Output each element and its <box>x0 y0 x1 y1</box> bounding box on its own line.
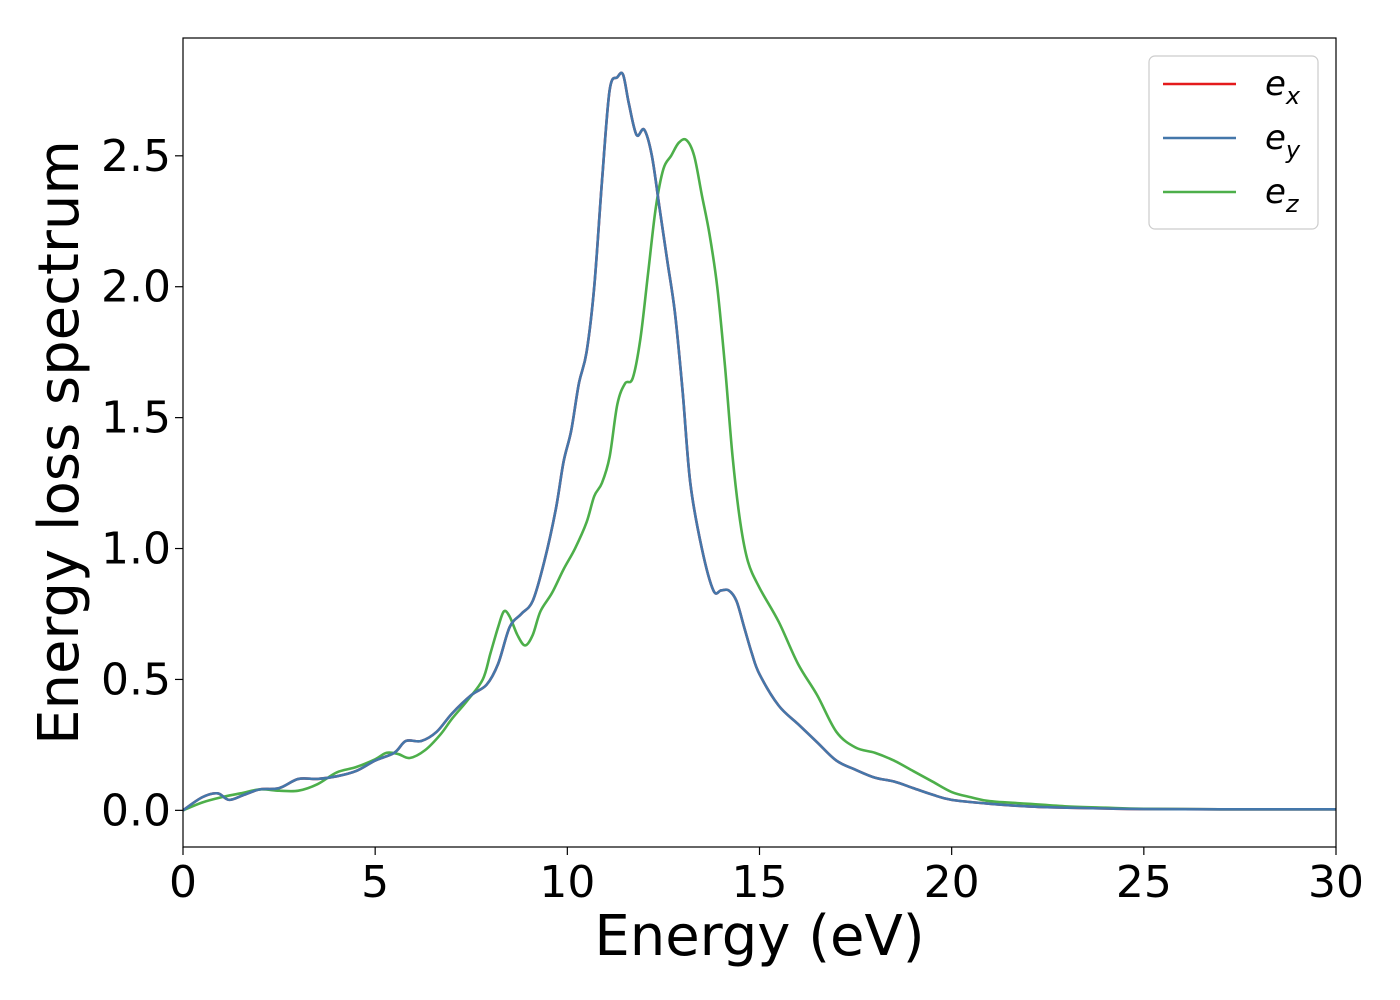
series-line-ez <box>183 137 1336 812</box>
y-tick-label: 1.0 <box>101 524 171 575</box>
x-tick-label: 10 <box>539 857 595 908</box>
y-tick-label: 2.0 <box>101 262 171 313</box>
legend: ex ey ez <box>1148 55 1319 230</box>
x-tick-label: 15 <box>732 857 788 908</box>
y-tick-label: 1.5 <box>101 393 171 444</box>
x-axis-label: Energy (eV) <box>594 904 924 969</box>
x-tick-label: 20 <box>924 857 980 908</box>
x-tick-label: 30 <box>1308 857 1364 908</box>
legend-label-ey: ey <box>1265 118 1301 164</box>
y-tick-label: 0.0 <box>101 785 171 836</box>
x-tick-label: 5 <box>361 857 389 908</box>
series-line-ey <box>183 71 1336 812</box>
y-tick-label: 2.5 <box>101 131 171 182</box>
legend-label-ex: ex <box>1265 64 1301 110</box>
plot-lines <box>183 71 1336 812</box>
y-tick-label: 0.5 <box>101 654 171 705</box>
y-axis-label: Energy loss spectrum <box>27 140 92 745</box>
x-tick-label: 0 <box>169 857 197 908</box>
legend-box <box>1148 55 1319 230</box>
legend-label-ez: ez <box>1265 172 1300 218</box>
axis-ticks: 0 5 10 15 20 25 30 0.0 0.5 1.0 1.5 2.0 2.5 <box>101 131 1364 908</box>
x-tick-label: 25 <box>1116 857 1172 908</box>
